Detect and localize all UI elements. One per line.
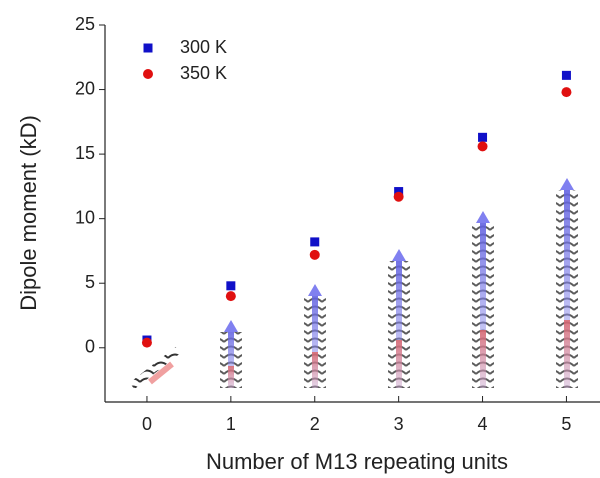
y-tick-label: 5 bbox=[85, 272, 95, 292]
arrow bbox=[228, 366, 234, 388]
y-tick-label: 10 bbox=[75, 207, 95, 227]
arrow-head bbox=[476, 211, 490, 223]
y-tick-label: 15 bbox=[75, 143, 95, 163]
y-tick-label: 25 bbox=[75, 14, 95, 34]
y-axis-title: Dipole moment (kD) bbox=[16, 115, 41, 311]
legend-label: 350 K bbox=[180, 63, 227, 83]
x-tick-label: 2 bbox=[310, 414, 320, 434]
point bbox=[478, 132, 488, 142]
x-tick-label: 1 bbox=[226, 414, 236, 434]
arrow-head bbox=[560, 178, 574, 190]
point bbox=[141, 337, 152, 348]
arrow bbox=[396, 340, 402, 388]
arrow-head bbox=[308, 284, 322, 296]
arrow-head bbox=[392, 249, 406, 261]
arrow bbox=[312, 294, 318, 388]
point bbox=[561, 87, 572, 98]
legend-marker bbox=[143, 43, 153, 53]
point bbox=[225, 291, 236, 302]
arrow bbox=[148, 361, 174, 385]
point bbox=[561, 70, 571, 80]
y-tick-label: 20 bbox=[75, 78, 95, 98]
x-axis-title: Number of M13 repeating units bbox=[206, 449, 508, 474]
arrow bbox=[396, 259, 402, 388]
x-tick-label: 4 bbox=[478, 414, 488, 434]
arrow bbox=[312, 352, 318, 388]
point bbox=[393, 191, 404, 202]
illustrations bbox=[129, 178, 578, 390]
point bbox=[226, 281, 236, 291]
x-tick-label: 5 bbox=[561, 414, 571, 434]
legend-marker bbox=[143, 69, 153, 79]
arrow bbox=[480, 221, 486, 388]
point bbox=[394, 187, 404, 197]
arrow bbox=[480, 330, 486, 388]
y-tick-label: 0 bbox=[85, 337, 95, 357]
x-tick-label: 3 bbox=[394, 414, 404, 434]
arrow bbox=[564, 320, 570, 388]
point bbox=[310, 237, 320, 247]
point bbox=[477, 141, 488, 152]
legend-label: 300 K bbox=[180, 37, 227, 57]
point bbox=[309, 249, 320, 260]
x-tick-label: 0 bbox=[142, 414, 152, 434]
helix bbox=[129, 346, 181, 390]
arrow bbox=[228, 330, 234, 388]
arrow-head bbox=[224, 320, 238, 332]
arrow bbox=[564, 188, 570, 388]
